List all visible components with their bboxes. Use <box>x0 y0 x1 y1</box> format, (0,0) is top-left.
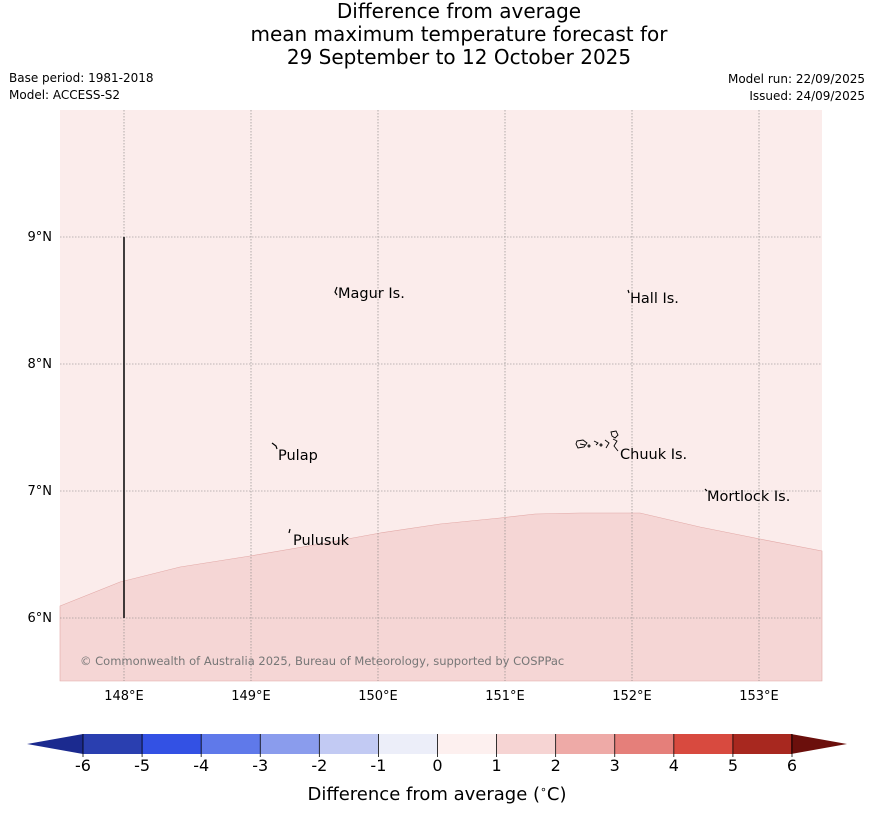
lat-label-9: 9°N <box>28 230 53 245</box>
lon-label-152: 152°E <box>612 689 652 704</box>
colorbar-segment <box>142 734 202 754</box>
chuuk-island-shape <box>575 430 619 452</box>
place-label-pulap: Pulap <box>278 448 318 464</box>
colorbar-tick-label: 2 <box>551 756 561 775</box>
title-line-2: mean maximum temperature forecast for <box>250 22 668 46</box>
colorbar-tick-label: -6 <box>75 756 91 775</box>
anomaly-region <box>59 512 823 682</box>
lat-label-7: 7°N <box>28 484 53 499</box>
chart-title: Difference from average mean maximum tem… <box>0 0 873 69</box>
hall-island-shape <box>627 289 630 294</box>
colorbar-segment <box>496 734 557 754</box>
colorbar-segment <box>732 734 793 754</box>
issued-text: Issued: 24/09/2025 <box>749 89 865 103</box>
meta-right: Model run: 22/09/2025 Issued: 24/09/2025 <box>728 71 865 105</box>
model-text: Model: ACCESS-S2 <box>9 88 121 102</box>
colorbar-label-degree-sup: ∘ <box>540 783 547 796</box>
magur-island-shape <box>334 286 338 296</box>
lon-label-148: 148°E <box>104 689 144 704</box>
lat-label-8: 8°N <box>28 357 53 372</box>
colorbar-tick-label: -5 <box>134 756 150 775</box>
lat-label-6: 6°N <box>28 611 53 626</box>
mortlock-island-shape <box>704 488 708 492</box>
title-line-1: Difference from average <box>336 0 582 23</box>
meta-left: Base period: 1981-2018 Model: ACCESS-S2 <box>9 70 154 104</box>
lon-label-150: 150°E <box>358 689 398 704</box>
colorbar-segment <box>437 734 498 754</box>
copyright-text: © Commonwealth of Australia 2025, Bureau… <box>80 654 564 668</box>
colorbar-extend-low <box>27 734 83 754</box>
lon-label-149: 149°E <box>231 689 271 704</box>
colorbar-tick-label: -4 <box>193 756 209 775</box>
colorbar-tick-label: -2 <box>311 756 327 775</box>
gridlines <box>60 110 822 681</box>
model-run-text: Model run: 22/09/2025 <box>727 72 865 86</box>
colorbar-extend-high <box>791 734 847 754</box>
base-period-text: Base period: 1981-2018 <box>9 71 154 85</box>
place-label-magur: Magur Is. <box>338 286 405 302</box>
colorbar-segment <box>83 734 143 754</box>
colorbar-tick-label: -1 <box>370 756 386 775</box>
colorbar-segments <box>83 734 793 754</box>
colorbar-segment <box>260 734 320 754</box>
place-label-pulusuk: Pulusuk <box>293 533 350 549</box>
colorbar-segment <box>378 734 438 754</box>
colorbar-tick-label: 4 <box>669 756 679 775</box>
pulap-island-shape <box>271 442 278 450</box>
island-outlines <box>271 286 708 534</box>
place-label-chuuk: Chuuk Is. <box>620 447 687 463</box>
colorbar-tick-label: 3 <box>610 756 620 775</box>
colorbar-label-prefix: Difference from average ( <box>307 784 540 805</box>
colorbar-tick-label: 1 <box>491 756 501 775</box>
colorbar-tick-label: 0 <box>432 756 442 775</box>
colorbar-segment <box>555 734 616 754</box>
place-label-mortlock: Mortlock Is. <box>707 489 790 505</box>
colorbar-label-unit: C) <box>547 784 567 805</box>
colorbar-tick-label: 5 <box>728 756 738 775</box>
lon-label-151: 151°E <box>485 689 525 704</box>
pulusuk-island-shape <box>288 528 291 534</box>
colorbar-tick-label: 6 <box>787 756 797 775</box>
title-line-3: 29 September to 12 October 2025 <box>286 45 632 69</box>
colorbar-segment <box>319 734 379 754</box>
colorbar-segment <box>614 734 675 754</box>
colorbar-ticks: -6 -5 -4 -3 -2 -1 0 1 2 3 4 5 6 <box>75 734 797 775</box>
colorbar-label: Difference from average (∘C) <box>307 783 566 805</box>
lon-label-153: 153°E <box>739 689 779 704</box>
colorbar <box>27 734 847 754</box>
colorbar-tick-label: -3 <box>252 756 268 775</box>
colorbar-segment <box>201 734 261 754</box>
place-label-hall: Hall Is. <box>630 291 679 307</box>
colorbar-segment <box>673 734 734 754</box>
